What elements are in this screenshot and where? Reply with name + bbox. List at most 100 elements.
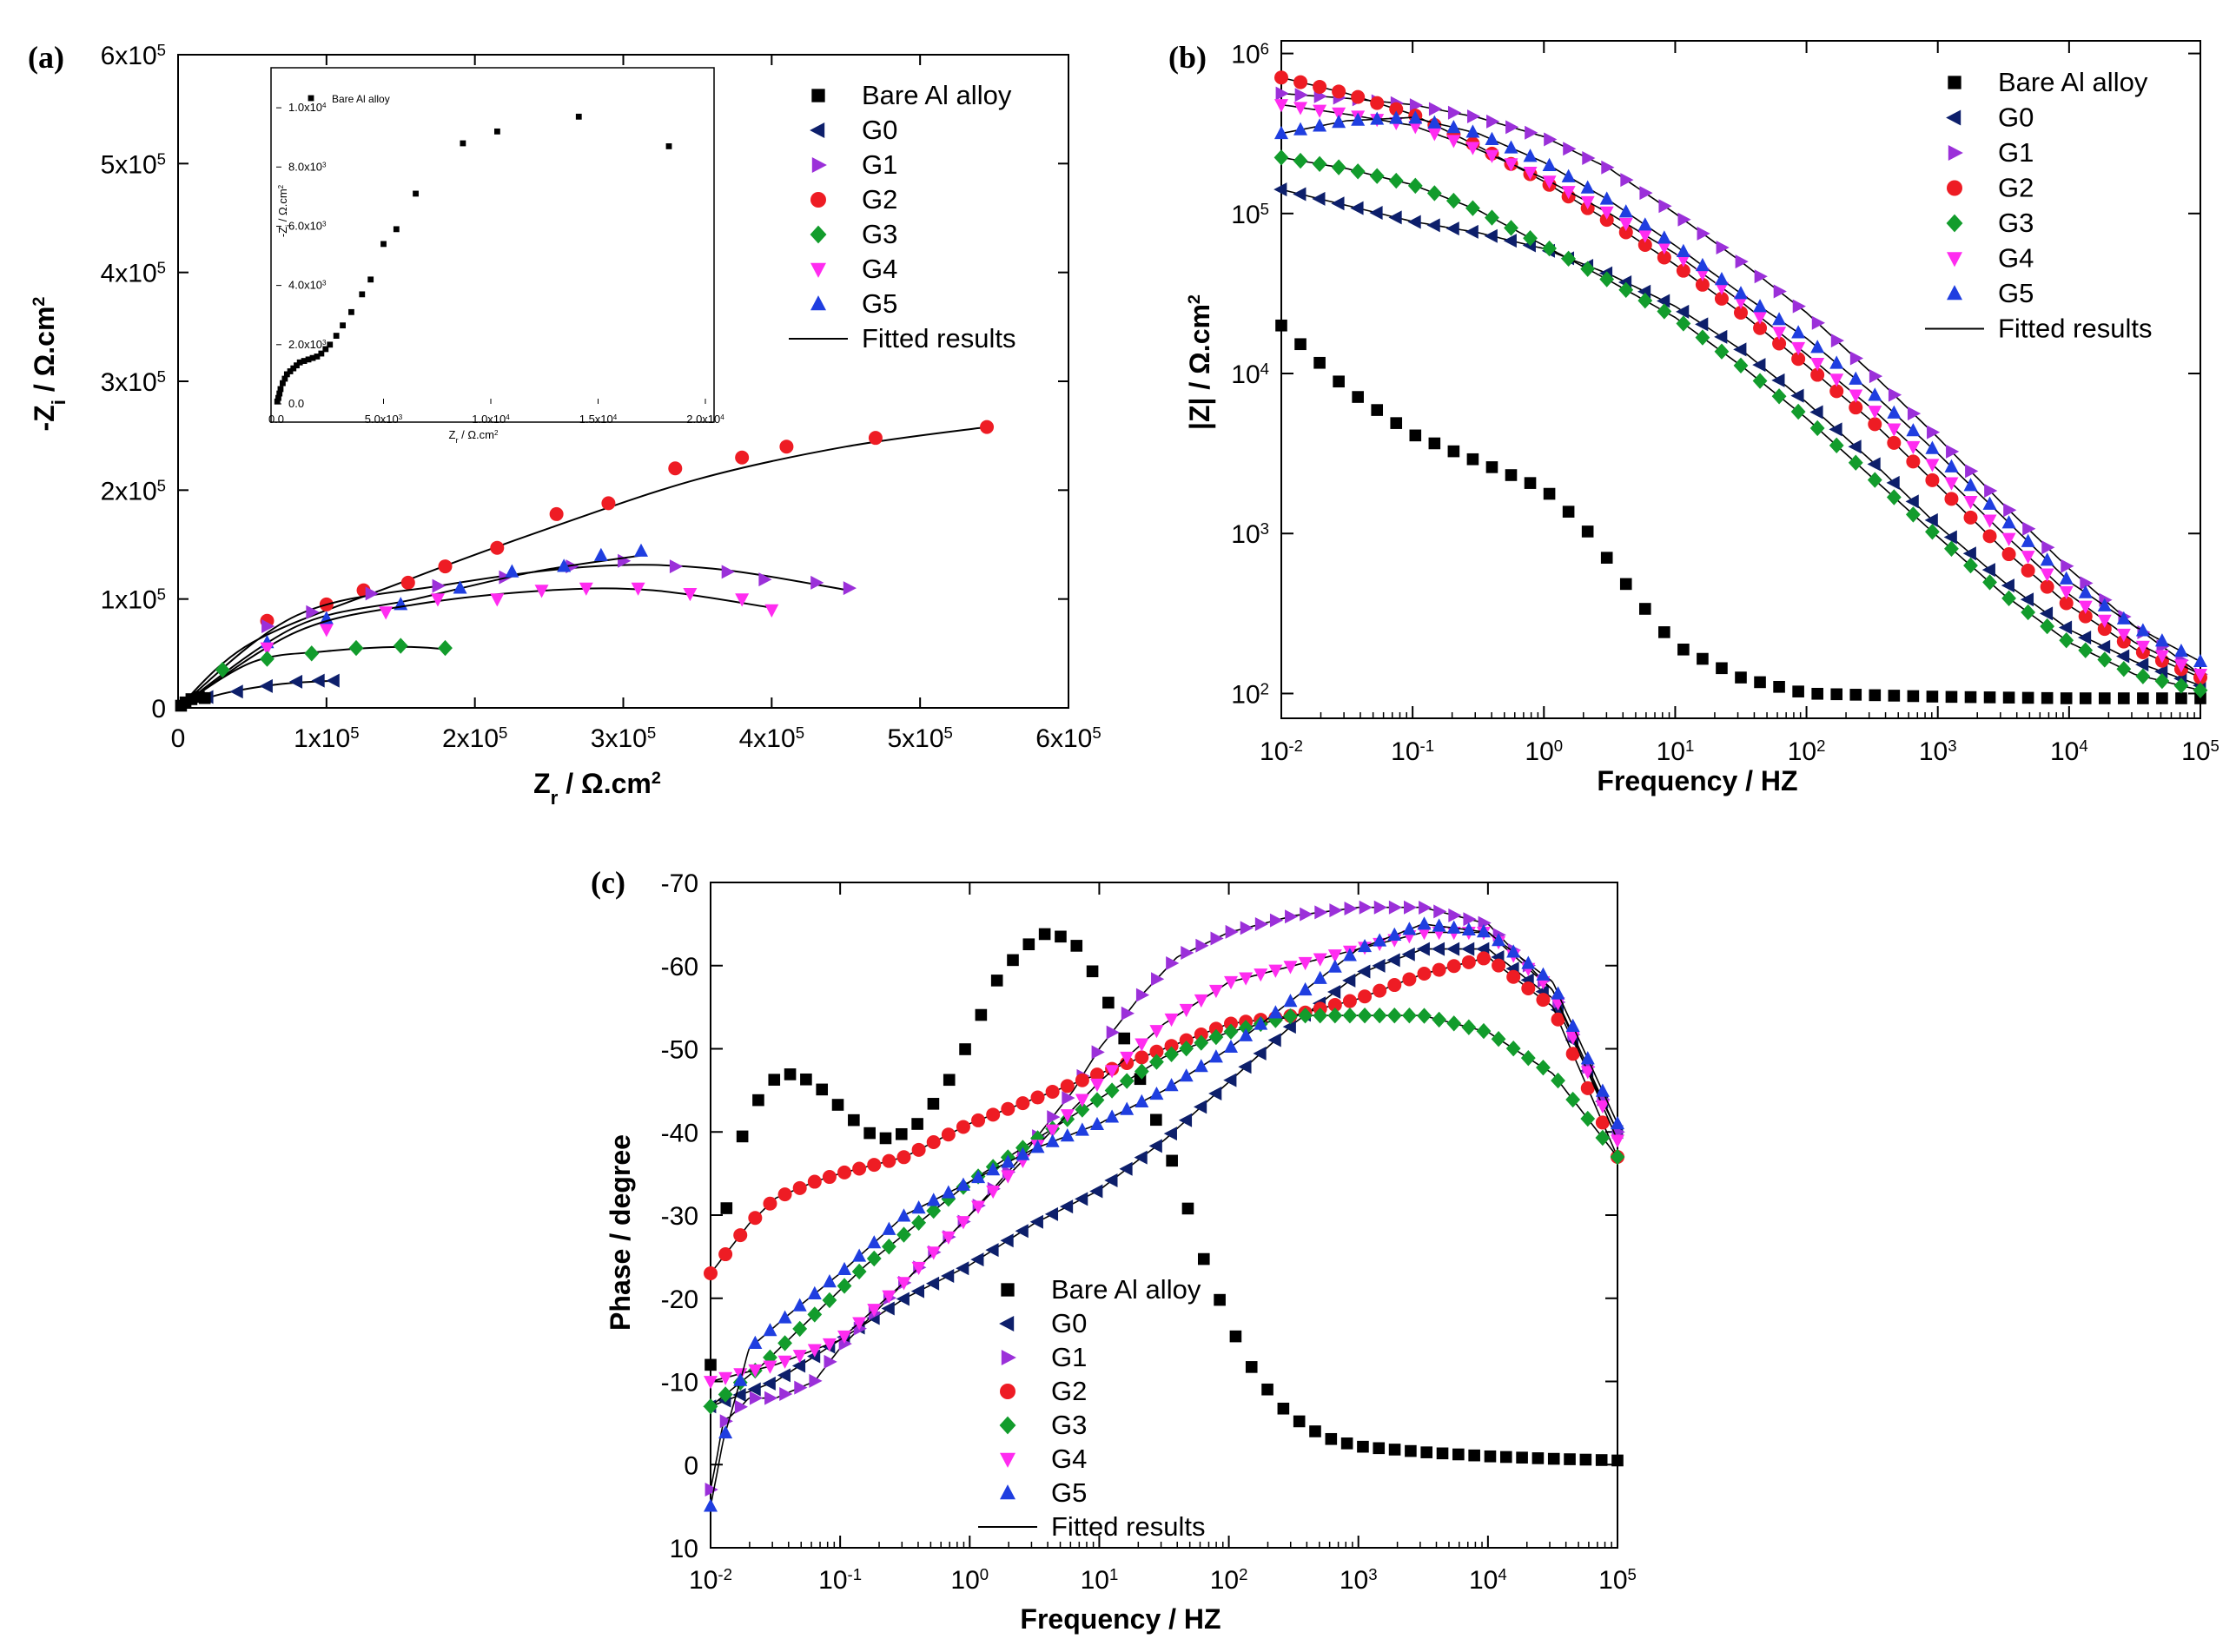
panel-a-inset-point [333,333,340,339]
panel-b-point-g1 [1620,173,1634,188]
panel-b-point-g2 [1791,352,1806,367]
panel-a-inset-y-tick-label: 1.0x104 [288,101,327,114]
panel-c-point-bare-al-alloy [816,1083,829,1096]
panel-b-point-g3 [1676,315,1691,332]
panel-a-inset-point [460,140,466,147]
panel-c-point-g5 [986,1162,1001,1176]
panel-b-point-bare-al-alloy [1849,689,1862,701]
panel-c-point-g5 [1551,986,1565,1000]
panel-a-inset-x-axis-label: Zr / Ω.cm2 [449,428,499,445]
panel-c-x-tick-label: 10-2 [689,1565,732,1596]
panel-b-point-bare-al-alloy [1524,477,1537,489]
panel-c-point-g5 [763,1323,777,1337]
panel-c-point-g2 [1327,997,1342,1012]
panel-c-point-bare-al-alloy [943,1074,956,1087]
panel-b-point-g0 [1905,494,1919,509]
panel-b-point-g3 [1752,373,1768,389]
panel-c-point-g5 [1521,955,1536,969]
panel-b-point-g3 [2040,618,2055,635]
panel-c-point-g2 [1521,981,1536,995]
panel-a-inset-point [340,322,346,329]
panel-c-point-g2 [852,1161,867,1176]
panel-a-inset-point [283,371,290,378]
panel-c-point-g2 [1075,1073,1089,1087]
panel-c-point-g3 [1432,1011,1447,1028]
panel-c-point-g0 [1267,1033,1281,1047]
panel-a-inset-point [327,341,334,348]
panel-c-point-g3 [1104,1082,1120,1099]
panel-b-point-g4 [2097,614,2112,628]
panel-b-point-bare-al-alloy [1485,461,1498,473]
panel-b-point-g3 [1312,155,1327,173]
panel-c-point-g1 [1151,972,1165,987]
panel-b-point-g2 [1963,510,1978,525]
panel-b-y-tick-label: 103 [1231,519,1269,550]
panel-a-series-g5 [177,543,648,709]
panel-c-x-tick-label: 100 [950,1565,989,1596]
panel-a-point-g5 [634,543,648,557]
panel-c-point-bare-al-alloy [784,1068,797,1080]
panel-c-point-g3 [1536,1059,1551,1076]
panel-c-point-g2 [1476,951,1491,966]
panel-b-point-g0 [1752,358,1766,373]
panel-b-legend-marker-bare-al-alloy [1948,76,1961,89]
panel-a-inset-point [287,368,294,374]
panel-c-point-g2 [1492,958,1506,973]
panel-c-point-g0 [1342,973,1356,988]
panel-b-point-g3 [1790,403,1806,420]
panel-b-point-g1 [1428,102,1443,116]
panel-c-legend-label-g5: G5 [1051,1477,1087,1508]
panel-a-inset-point [305,356,312,363]
panel-c-point-g5 [926,1193,941,1206]
panel-c-point-g5 [733,1372,748,1386]
panel-c-point-g3 [1119,1073,1135,1089]
panel-b-point-g3 [1944,540,1959,557]
panel-c-point-g1 [1047,1110,1061,1125]
panel-c-point-g5 [971,1169,986,1184]
panel-b-legend-label-g2: G2 [1998,173,2034,203]
panel-a-point-g4 [631,582,645,596]
panel-b-point-bare-al-alloy [1983,691,1996,704]
panel-c-point-g3 [1372,1008,1387,1024]
panel-a-point-g1 [432,578,446,593]
panel-c-x-axis-label: Frequency / HZ [1020,1603,1221,1635]
panel-a-point-g0 [259,678,273,693]
panel-c-fit-line-g4 [710,931,1618,1383]
panel-b-point-g0 [2077,630,2092,644]
panel-c-point-bare-al-alloy [800,1073,812,1086]
panel-c-point-g1 [749,1391,764,1405]
panel-b-point-g4 [2021,551,2035,565]
panel-b-point-g1 [1984,483,1998,498]
panel-c-point-g3 [1610,1148,1625,1166]
panel-c-point-g3 [911,1214,927,1231]
panel-b-point-bare-al-alloy [1773,680,1785,693]
panel-a-point-g1 [365,586,379,601]
panel-b-point-g4 [1465,142,1480,155]
panel-b-point-g5 [1637,217,1652,231]
panel-a-point-g2 [601,496,616,511]
panel-a-point-g5 [453,580,467,594]
panel-a-x-tick-label: 0 [171,724,186,753]
panel-c-point-g4 [926,1246,941,1260]
panel-a-fit-line-g3 [177,645,446,709]
panel-b-point-g3 [1637,292,1653,309]
panel-b-point-bare-al-alloy [1964,691,1977,704]
panel-b-point-g5 [1734,286,1748,300]
panel-c-point-g5 [896,1208,911,1222]
panel-c-point-g0 [1059,1199,1074,1214]
panel-c-x-tick-label: 103 [1340,1565,1378,1596]
panel-c-point-g1 [794,1380,808,1395]
panel-c-point-g4 [822,1338,837,1352]
panel-c-point-g2 [1387,978,1402,993]
panel-b-point-g2 [1370,96,1385,110]
panel-b-series-g3 [1273,149,2208,698]
panel-c-point-g2 [1417,967,1432,981]
panel-a-y-tick-label: 6x105 [101,41,166,71]
panel-b-point-g5 [1963,478,1978,492]
panel-c-point-bare-al-alloy [1388,1444,1401,1456]
panel-b-point-g2 [1389,102,1404,116]
panel-c-point-g3 [1446,1015,1462,1032]
panel-c-point-g1 [1106,1025,1120,1040]
panel-c-point-g5 [807,1285,822,1299]
panel-b-y-tick-label: 104 [1231,360,1269,390]
